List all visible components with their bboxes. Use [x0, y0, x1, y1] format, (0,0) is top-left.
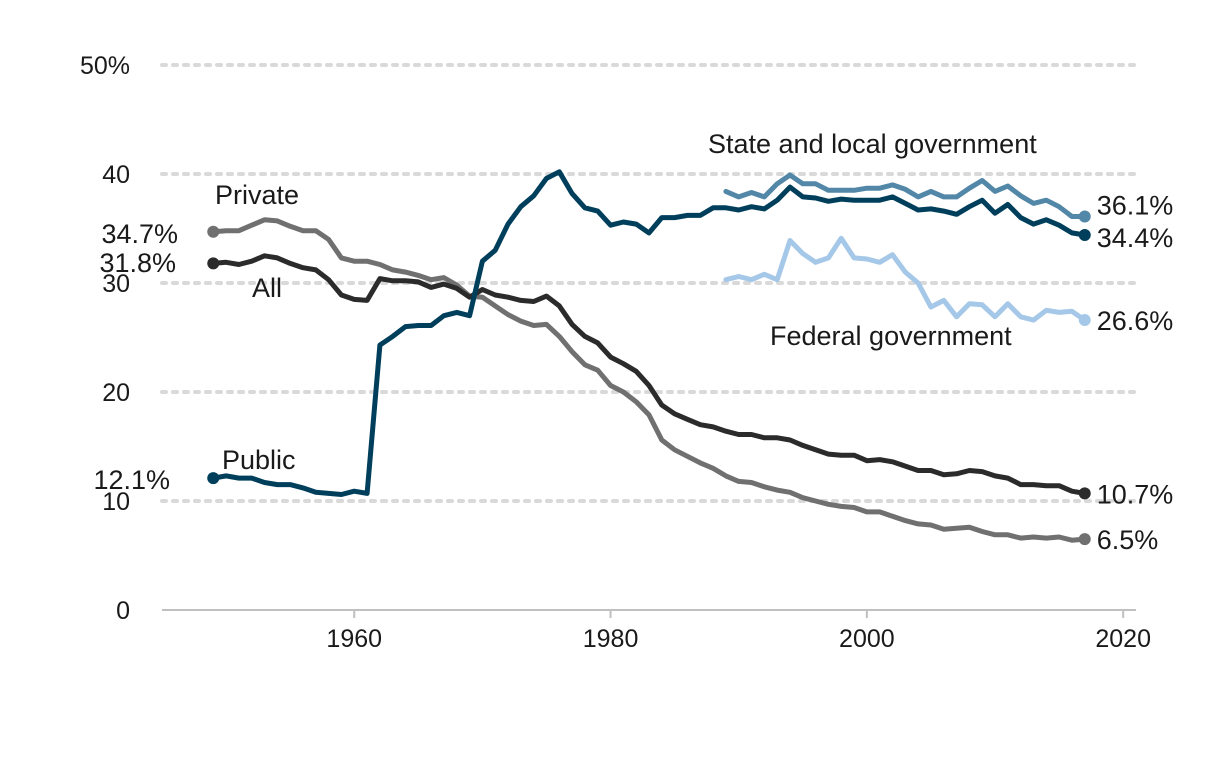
x-tick-label: 2000	[839, 625, 895, 653]
x-tick-label: 2020	[1095, 625, 1151, 653]
end-value-label-all: 10.7%	[1097, 479, 1174, 509]
start-value-label-all: 31.8%	[99, 248, 176, 278]
series-name-label-state-and-local-government: State and local government	[708, 129, 1037, 159]
end-value-label-federal-government: 26.6%	[1097, 306, 1174, 336]
end-marker-public	[1078, 229, 1091, 242]
y-tick-label: 50%	[80, 52, 130, 80]
start-value-label-private: 34.7%	[101, 219, 178, 249]
series-name-label-public: Public	[222, 445, 296, 475]
series-line-private	[210, 217, 1088, 543]
series-line-public	[210, 169, 1088, 497]
y-tick-label: 30	[102, 270, 130, 298]
y-tick-label: 10	[102, 488, 130, 516]
end-value-label-public: 34.4%	[1097, 223, 1174, 253]
series-line-state-and-local-government	[723, 172, 1088, 219]
gridlines	[160, 63, 1138, 503]
y-tick-label: 20	[102, 379, 130, 407]
start-value-label-public: 12.1%	[93, 465, 170, 495]
end-marker-private	[1078, 533, 1091, 546]
end-marker-all	[1078, 487, 1091, 500]
data-labels: 34.7% 6.5% Private 31.8% 10.7% All 12.1% 34.4% P…	[93, 129, 1173, 555]
end-marker-state-and-local-government	[1078, 210, 1091, 223]
series-line-federal-government	[723, 235, 1088, 323]
x-tick-label: 1960	[326, 625, 382, 653]
axes: 0 10 20 30 40 50% 1960 1980 2000 2020	[80, 52, 1151, 653]
end-value-label-private: 6.5%	[1097, 525, 1159, 555]
start-marker-private	[207, 225, 220, 238]
series-lines	[207, 169, 1091, 546]
series-name-label-private: Private	[215, 180, 299, 210]
y-tick-label: 0	[116, 597, 130, 625]
end-value-label-state-and-local-government: 36.1%	[1097, 191, 1174, 221]
series-name-label-all: All	[252, 273, 282, 303]
series-name-label-federal-government: Federal government	[770, 321, 1012, 351]
start-marker-all	[207, 257, 220, 270]
x-tick-label: 1980	[583, 625, 639, 653]
start-marker-public	[207, 472, 220, 485]
y-tick-label: 40	[102, 161, 130, 189]
end-marker-federal-government	[1078, 314, 1091, 327]
series-line-all	[210, 253, 1088, 496]
